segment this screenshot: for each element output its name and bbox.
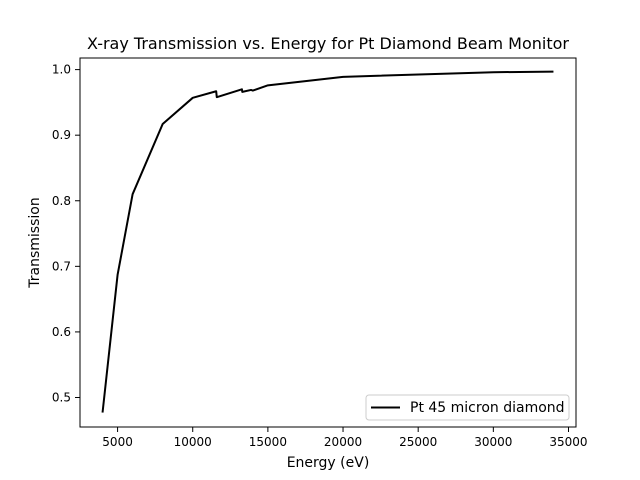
y-axis-label: Transmission	[27, 197, 43, 288]
x-tick-label: 35000	[549, 435, 587, 449]
legend-box	[365, 394, 570, 421]
y-axis-ticks: 0.5 0.6 0.7 0.8 0.9 1.0	[52, 63, 80, 404]
chart-title: X-ray Transmission vs. Energy for Pt Dia…	[87, 34, 569, 53]
legend: Pt 45 micron diamond	[365, 394, 570, 421]
x-tick-label: 5000	[102, 435, 133, 449]
series-line-pt-45-micron-diamond	[101, 70, 554, 413]
y-tick-label: 0.9	[52, 128, 71, 142]
x-tick-label: 15000	[249, 435, 287, 449]
y-tick-label: 0.8	[52, 194, 71, 208]
x-axis-ticks: 5000 10000 15000 20000 25000 30000 35000	[102, 427, 588, 449]
y-tick-label: 1.0	[52, 63, 71, 77]
y-tick-label: 0.7	[52, 259, 71, 273]
series-layer	[101, 70, 554, 413]
x-tick-label: 25000	[399, 435, 437, 449]
legend-label: Pt 45 micron diamond	[410, 400, 565, 416]
x-tick-label: 30000	[474, 435, 512, 449]
y-tick-label: 0.6	[52, 325, 71, 339]
x-tick-label: 20000	[324, 435, 362, 449]
y-tick-label: 0.5	[52, 390, 71, 404]
x-axis-label: Energy (eV)	[287, 455, 370, 471]
plot-frame	[79, 57, 577, 428]
x-tick-label: 10000	[174, 435, 212, 449]
